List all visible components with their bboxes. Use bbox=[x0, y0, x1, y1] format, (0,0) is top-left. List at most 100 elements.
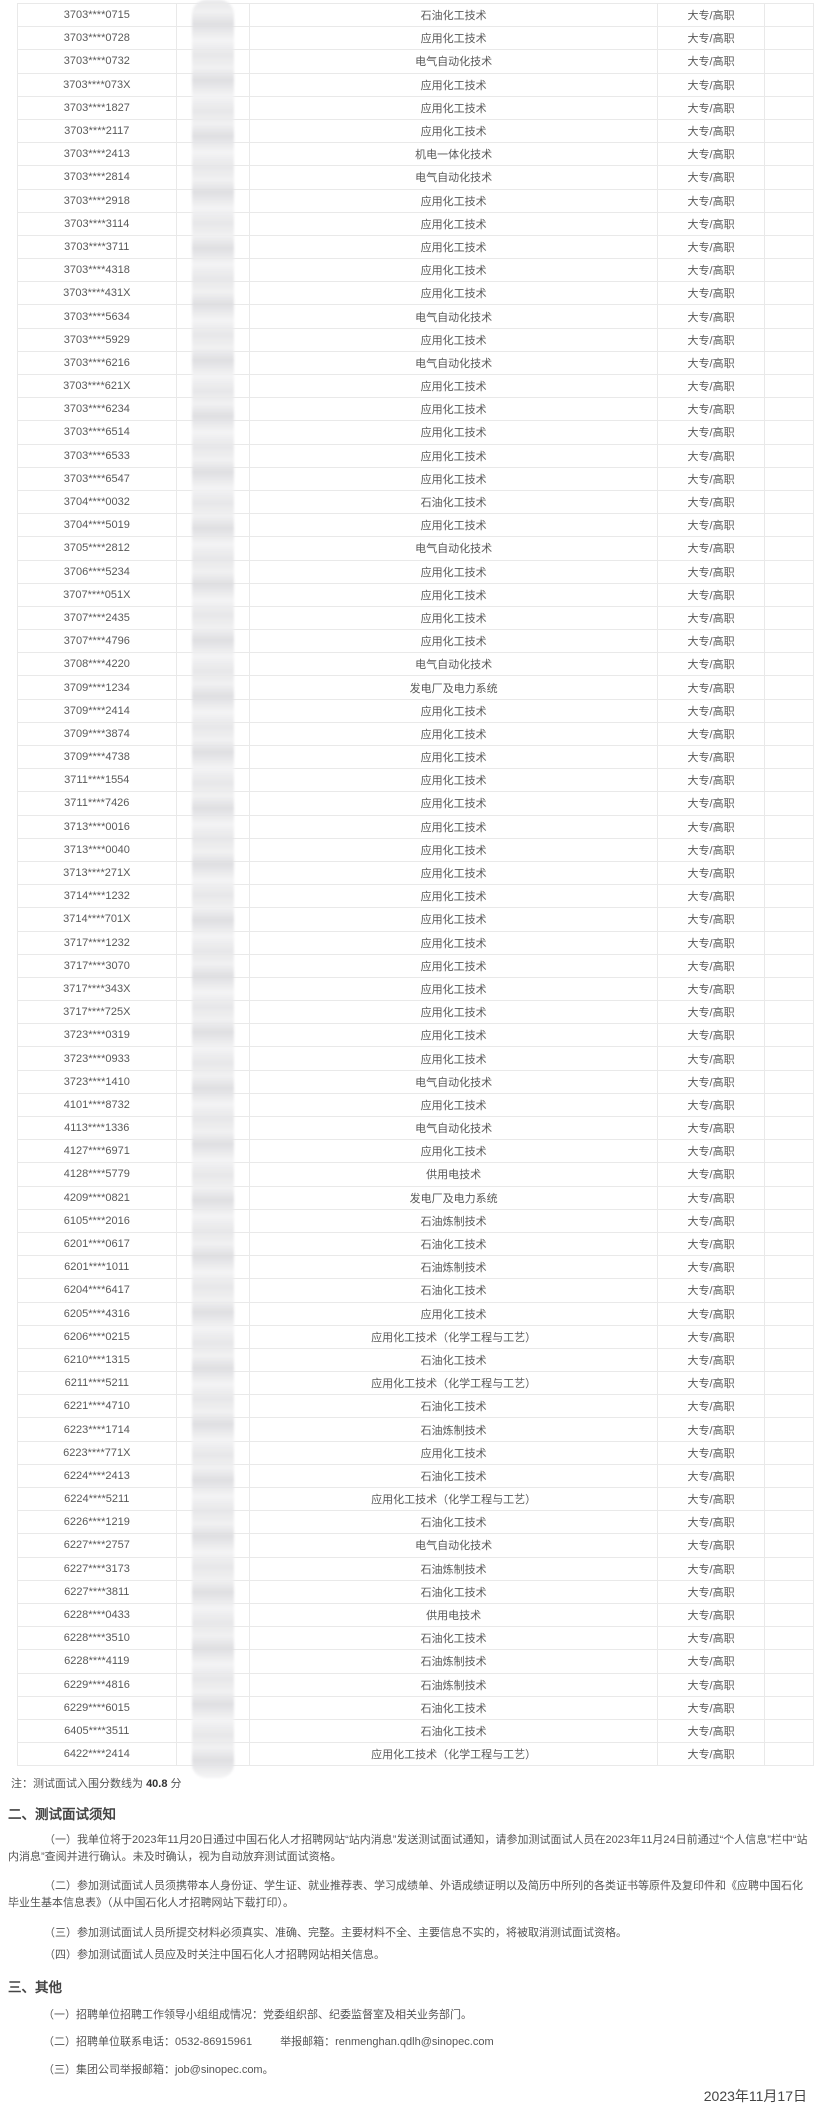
table-row: 6201****1011 石油炼制技术 大专/高职 bbox=[17, 1255, 815, 1280]
report-email-link[interactable]: renmenghan.qdlh@sinopec.com bbox=[335, 2036, 494, 2048]
education-cell: 大专/高职 bbox=[657, 1417, 765, 1442]
major-cell: 石油炼制技术 bbox=[248, 1672, 659, 1697]
major-cell: 电气自动化技术 bbox=[248, 350, 659, 376]
major-cell: 应用化工技术 bbox=[248, 860, 659, 886]
extra-cell bbox=[763, 304, 815, 329]
other-item-1: （一）招聘单位招聘工作领导小组组成情况：党委组织部、纪委监督室及相关业务部门。 bbox=[43, 2009, 472, 2021]
major-cell: 电气自动化技术 bbox=[248, 536, 659, 561]
id-cell: 6105****2016 bbox=[17, 1208, 177, 1233]
table-row: 3703****073X 应用化工技术 大专/高职 bbox=[17, 72, 815, 97]
id-cell: 3709****2414 bbox=[17, 698, 177, 723]
education-cell: 大专/高职 bbox=[657, 1231, 765, 1257]
major-cell: 电气自动化技术 bbox=[248, 652, 659, 677]
table-row: 3723****1410 电气自动化技术 大专/高职 bbox=[17, 1069, 815, 1094]
education-cell: 大专/高职 bbox=[657, 652, 765, 677]
id-cell: 6228****3510 bbox=[17, 1626, 177, 1651]
id-cell: 3703****6216 bbox=[17, 350, 177, 376]
education-cell: 大专/高职 bbox=[657, 49, 765, 74]
major-cell: 应用化工技术 bbox=[248, 884, 659, 909]
id-cell: 6224****5211 bbox=[17, 1486, 177, 1512]
extra-cell bbox=[763, 536, 815, 561]
extra-cell bbox=[763, 1371, 815, 1396]
id-cell: 3713****0040 bbox=[17, 837, 177, 862]
group-report-email-link[interactable]: job@sinopec.com bbox=[175, 2064, 263, 2076]
education-cell: 大专/高职 bbox=[657, 930, 765, 955]
extra-cell bbox=[763, 976, 815, 1002]
table-row: 6228****3510 石油化工技术 大专/高职 bbox=[17, 1626, 815, 1651]
table-row: 3703****4318 应用化工技术 大专/高职 bbox=[17, 258, 815, 283]
table-row: 6229****4816 石油炼制技术 大专/高职 bbox=[17, 1672, 815, 1697]
id-cell: 6228****0433 bbox=[17, 1602, 177, 1628]
punctuation: 。 bbox=[262, 2064, 274, 2076]
id-cell: 6224****2413 bbox=[17, 1463, 177, 1489]
education-cell: 大专/高职 bbox=[657, 1742, 765, 1767]
table-row: 3703****1827 应用化工技术 大专/高职 bbox=[17, 95, 815, 120]
extra-cell bbox=[763, 721, 815, 747]
education-cell: 大专/高职 bbox=[657, 118, 765, 144]
table-row: 3707****051X 应用化工技术 大专/高职 bbox=[17, 582, 815, 607]
major-cell: 石油化工技术 bbox=[248, 1394, 659, 1419]
education-cell: 大专/高职 bbox=[657, 1672, 765, 1697]
extra-cell bbox=[763, 1092, 815, 1118]
id-cell: 4113****1336 bbox=[17, 1115, 177, 1141]
education-cell: 大专/高职 bbox=[657, 1208, 765, 1233]
major-cell: 应用化工技术 bbox=[248, 953, 659, 978]
major-cell: 应用化工技术 bbox=[248, 721, 659, 747]
education-cell: 大专/高职 bbox=[657, 976, 765, 1002]
cutoff-score: 40.8 bbox=[146, 1778, 168, 1790]
major-cell: 电气自动化技术 bbox=[248, 165, 659, 190]
education-cell: 大专/高职 bbox=[657, 1092, 765, 1118]
cutoff-score-note: 注：测试面试入围分数线为 40.8 分 bbox=[11, 1775, 182, 1791]
id-cell: 6210****1315 bbox=[17, 1347, 177, 1373]
notice-paragraph-2: （二）参加测试面试人员须携带本人身份证、学生证、就业推荐表、学习成绩单、外语成绩… bbox=[8, 1880, 803, 1909]
extra-cell bbox=[763, 1208, 815, 1233]
id-cell: 3709****3874 bbox=[17, 721, 177, 747]
id-cell: 3707****2435 bbox=[17, 605, 177, 631]
extra-cell bbox=[763, 234, 815, 260]
notice-paragraph-3: （三）参加测试面试人员所提交材料必须真实、准确、完整。主要材料不全、主要信息不实… bbox=[44, 1927, 627, 1939]
table-row: 3703****2918 应用化工技术 大专/高职 bbox=[17, 188, 815, 213]
education-cell: 大专/高职 bbox=[657, 1301, 765, 1326]
id-cell: 4101****8732 bbox=[17, 1092, 177, 1118]
major-cell: 发电厂及电力系统 bbox=[248, 1185, 659, 1210]
table-row: 3705****2812 电气自动化技术 大专/高职 bbox=[17, 536, 815, 561]
major-cell: 应用化工技术 bbox=[248, 118, 659, 144]
table-row: 3703****0732 电气自动化技术 大专/高职 bbox=[17, 49, 815, 74]
major-cell: 应用化工技术 bbox=[248, 1139, 659, 1164]
extra-cell bbox=[763, 1440, 815, 1465]
table-row: 6204****6417 石油化工技术 大专/高职 bbox=[17, 1278, 815, 1303]
table-row: 3714****1232 应用化工技术 大专/高职 bbox=[17, 884, 815, 909]
education-cell: 大专/高职 bbox=[657, 188, 765, 213]
education-cell: 大专/高职 bbox=[657, 814, 765, 839]
id-cell: 6405****3511 bbox=[17, 1718, 177, 1744]
table-row: 3717****725X 应用化工技术 大专/高职 bbox=[17, 1000, 815, 1025]
education-cell: 大专/高职 bbox=[657, 1115, 765, 1141]
education-cell: 大专/高职 bbox=[657, 629, 765, 654]
education-cell: 大专/高职 bbox=[657, 281, 765, 306]
id-cell: 3703****5634 bbox=[17, 304, 177, 329]
id-cell: 3703****1827 bbox=[17, 95, 177, 120]
table-row: 4113****1336 电气自动化技术 大专/高职 bbox=[17, 1115, 815, 1141]
id-cell: 3703****5929 bbox=[17, 327, 177, 352]
major-cell: 应用化工技术 bbox=[248, 1046, 659, 1071]
education-cell: 大专/高职 bbox=[657, 582, 765, 607]
table-row: 3703****6547 应用化工技术 大专/高职 bbox=[17, 466, 815, 491]
extra-cell bbox=[763, 489, 815, 515]
extra-cell bbox=[763, 142, 815, 167]
id-cell: 6211****5211 bbox=[17, 1371, 177, 1396]
extra-cell bbox=[763, 1672, 815, 1697]
major-cell: 石油化工技术 bbox=[248, 1718, 659, 1744]
extra-cell bbox=[763, 118, 815, 144]
major-cell: 发电厂及电力系统 bbox=[248, 675, 659, 700]
extra-cell bbox=[763, 72, 815, 97]
table-row: 6405****3511 石油化工技术 大专/高职 bbox=[17, 1718, 815, 1744]
education-cell: 大专/高职 bbox=[657, 791, 765, 816]
table-row: 3708****4220 电气自动化技术 大专/高职 bbox=[17, 652, 815, 677]
extra-cell bbox=[763, 1046, 815, 1071]
education-cell: 大专/高职 bbox=[657, 1510, 765, 1535]
education-cell: 大专/高职 bbox=[657, 1162, 765, 1187]
major-cell: 应用化工技术 bbox=[248, 629, 659, 654]
table-row: 6201****0617 石油化工技术 大专/高职 bbox=[17, 1231, 815, 1257]
extra-cell bbox=[763, 1115, 815, 1141]
extra-cell bbox=[763, 1556, 815, 1581]
